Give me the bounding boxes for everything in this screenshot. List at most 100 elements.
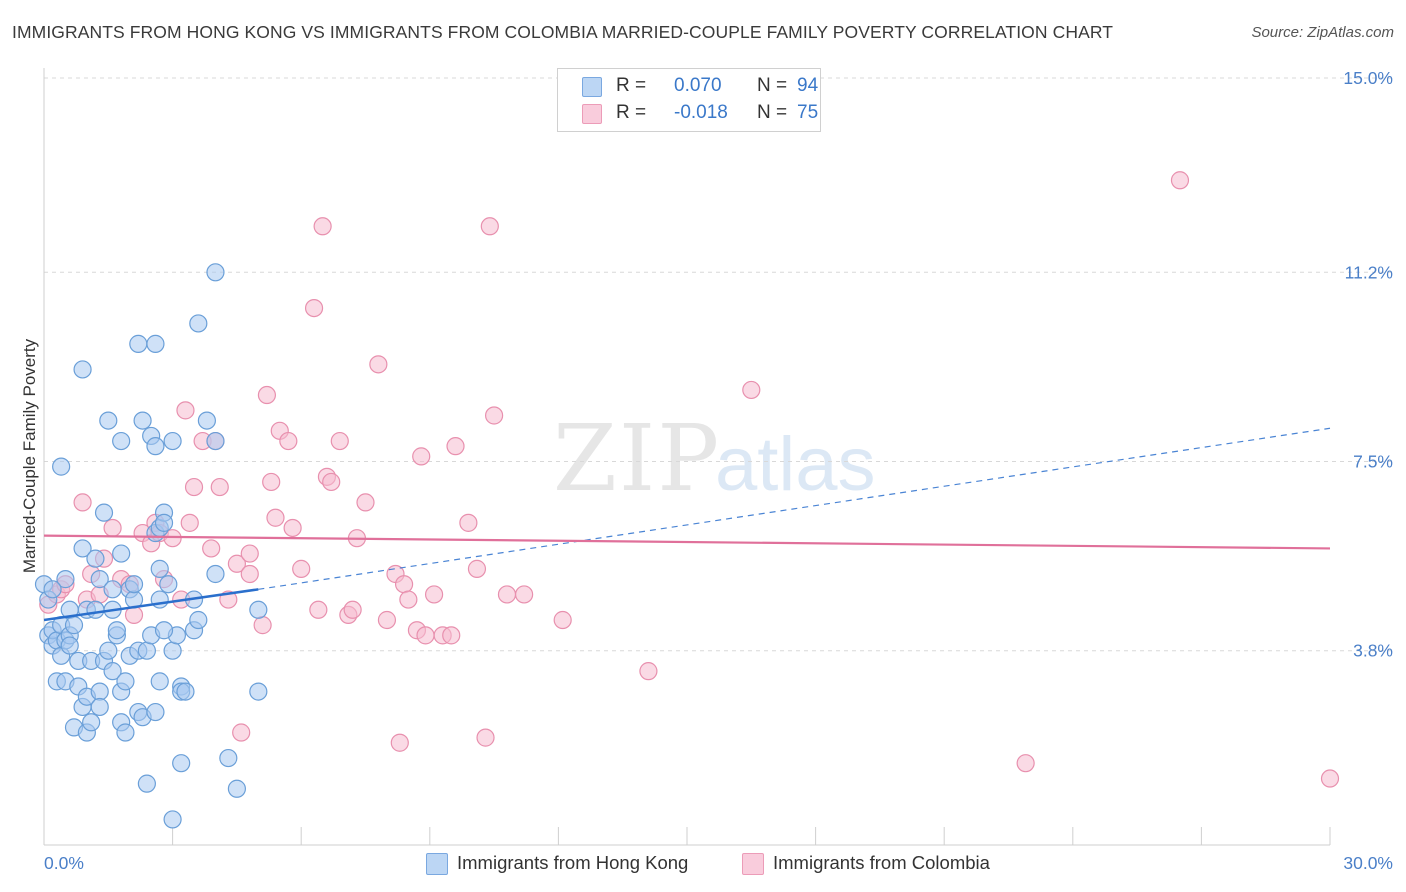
hongkong-point	[172, 754, 191, 773]
colombia-point	[343, 600, 362, 619]
colombia-point	[639, 662, 658, 681]
colombia-point	[480, 217, 499, 236]
hongkong-point	[206, 431, 225, 451]
y-axis-title: Married-Couple Family Poverty	[20, 338, 39, 573]
hongkong-point	[163, 810, 182, 829]
legend-r-label: R =	[616, 75, 647, 96]
hongkong-point	[150, 672, 169, 691]
colombia-point	[377, 610, 397, 630]
hongkong-trend-line	[43, 588, 259, 622]
y-tick-label: 15.0%	[1343, 68, 1393, 88]
hongkong-point	[154, 621, 174, 640]
hongkong-point	[64, 616, 84, 635]
legend-n-value: 94	[797, 75, 819, 96]
hongkong-point	[116, 672, 135, 691]
bottom-legend-label: Immigrants from Hong Kong	[457, 852, 689, 873]
colombia-point	[232, 723, 251, 742]
x-tick-label: 30.0%	[1343, 853, 1393, 873]
colombia-point	[73, 493, 92, 512]
colombia-point	[399, 590, 418, 609]
hongkong-point	[103, 580, 122, 599]
colombia-point	[257, 385, 277, 405]
colombia-point	[390, 733, 409, 752]
y-tick-label: 3.8%	[1353, 641, 1393, 661]
hongkong-point	[116, 723, 135, 742]
legend-r-label: R =	[616, 102, 647, 123]
colombia-point	[356, 493, 375, 512]
hongkong-point	[94, 503, 114, 522]
hongkong-point	[60, 636, 79, 655]
legend-n-label: N =	[757, 102, 788, 123]
colombia-point	[553, 610, 572, 630]
watermark: ZIP atlas	[553, 405, 876, 512]
colombia-point	[180, 513, 199, 532]
hongkong-point	[197, 411, 216, 430]
hongkong-point	[82, 713, 101, 732]
legend-swatch-hongkong	[582, 77, 602, 97]
colombia-point	[253, 616, 272, 635]
hongkong-point	[137, 774, 156, 793]
x-tick-labels: 0.0% 30.0%	[44, 853, 1393, 873]
colombia-point	[424, 585, 444, 604]
colombia-point	[309, 600, 328, 619]
hongkong-point	[52, 457, 71, 476]
colombia-point	[497, 585, 517, 604]
hongkong-point	[249, 600, 268, 619]
colombia-point	[227, 554, 246, 573]
hongkong-point	[86, 549, 105, 568]
axes	[43, 68, 1331, 846]
hongkong-point	[146, 334, 165, 353]
y-tick-label: 11.2%	[1345, 262, 1393, 282]
colombia-point	[304, 299, 324, 318]
grid-lines	[44, 77, 1394, 652]
colombia-point	[184, 477, 204, 497]
hongkong-point	[163, 641, 182, 660]
colombia-point	[283, 518, 302, 538]
hongkong-point	[219, 748, 238, 768]
hongkong-point	[133, 411, 152, 430]
colombia-point	[103, 518, 122, 538]
y-tick-label: 7.5%	[1353, 452, 1393, 472]
colombia-point	[742, 380, 761, 400]
watermark-atlas: atlas	[715, 422, 876, 507]
colombia-trend-line	[43, 534, 1331, 550]
bottom-legend-label: Immigrants from Colombia	[773, 852, 990, 873]
hongkong-point	[189, 610, 208, 630]
colombia-point	[240, 564, 259, 584]
hongkong-point	[206, 564, 225, 584]
hongkong-point	[150, 559, 169, 578]
stats-legend: R = 0.070 N = 94 R = -0.018 N = 75	[557, 68, 821, 132]
hongkong-point	[86, 600, 105, 619]
colombia-point	[313, 217, 332, 236]
colombia-point	[330, 431, 349, 451]
x-tick-label: 0.0%	[44, 853, 84, 873]
hongkong-point	[129, 334, 148, 353]
colombia-point	[467, 559, 487, 578]
colombia-point	[240, 544, 259, 563]
legend-r-value: 0.070	[674, 75, 722, 96]
hongkong-point	[176, 682, 195, 701]
colombia-point	[1170, 171, 1190, 190]
trend-lines	[43, 427, 1331, 622]
hongkong-point	[90, 682, 109, 701]
hongkong-point	[124, 575, 144, 594]
hongkong-point	[159, 575, 178, 594]
hongkong-point	[43, 580, 62, 599]
legend-n-value: 75	[797, 102, 819, 123]
legend-n-label: N =	[757, 75, 788, 96]
colombia-point	[485, 406, 504, 425]
colombia-point	[412, 447, 431, 466]
hongkong-points	[34, 263, 268, 829]
colombia-point	[210, 477, 229, 497]
colombia-point	[394, 575, 414, 594]
colombia-point	[163, 529, 182, 548]
bottom-legend-swatch-hongkong	[426, 853, 448, 875]
hongkong-point	[103, 662, 122, 681]
hongkong-point	[154, 513, 174, 532]
colombia-point	[322, 472, 341, 492]
hongkong-point	[56, 570, 75, 589]
hongkong-point	[107, 621, 126, 640]
hongkong-point	[137, 641, 156, 660]
hongkong-point	[146, 702, 165, 722]
